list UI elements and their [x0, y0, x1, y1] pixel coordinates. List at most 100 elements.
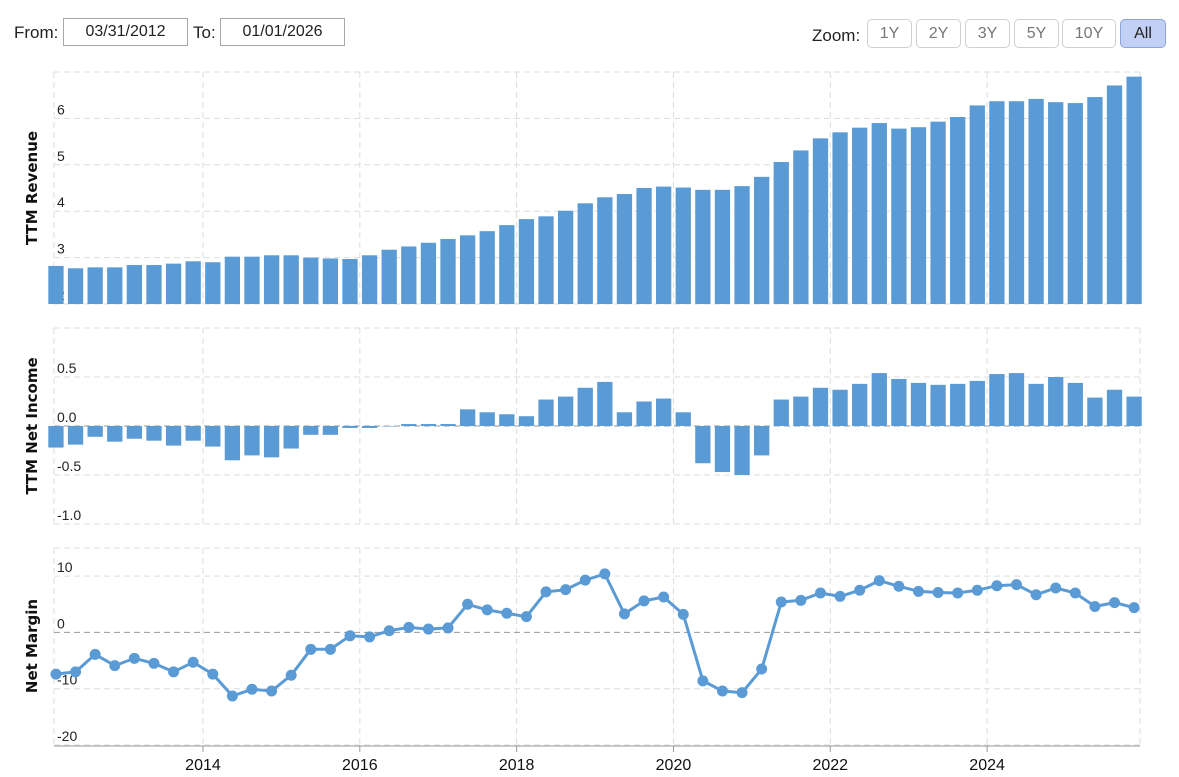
x-tick-label: 2022 — [812, 757, 848, 774]
data-point — [403, 621, 415, 633]
y-tick-label: 4 — [57, 194, 65, 210]
data-point — [383, 625, 395, 637]
from-label: From: — [14, 23, 59, 42]
bar — [165, 263, 182, 304]
zoom-all-button[interactable]: All — [1120, 19, 1166, 48]
bar — [950, 117, 966, 305]
bar — [636, 401, 652, 426]
bar — [597, 197, 613, 304]
bar — [1028, 383, 1044, 426]
bar — [342, 258, 358, 304]
data-point — [873, 575, 885, 587]
net-income-panel: -1.0 -0.5 0.0 0.5 TTM Net Income — [23, 327, 1142, 525]
bar — [146, 426, 162, 441]
data-point — [422, 623, 434, 635]
y-tick-label: 10 — [57, 559, 73, 575]
bar — [440, 424, 456, 426]
bar — [871, 373, 887, 426]
bar — [910, 382, 927, 426]
data-point — [442, 622, 454, 634]
bar — [67, 268, 84, 304]
bar — [793, 150, 809, 304]
data-point — [893, 580, 905, 592]
data-point — [305, 643, 317, 655]
bar — [1028, 98, 1044, 304]
bar — [577, 203, 593, 304]
zoom-5y-button[interactable]: 5Y — [1014, 19, 1059, 48]
y-axis-label: TTM Revenue — [23, 131, 41, 245]
bar — [1106, 85, 1123, 305]
bar — [1008, 101, 1025, 305]
x-tick-label: 2020 — [656, 757, 692, 774]
data-point — [560, 584, 572, 596]
bar — [773, 162, 789, 304]
zoom-2y-button[interactable]: 2Y — [916, 19, 961, 48]
data-point — [756, 663, 768, 675]
bar — [910, 127, 927, 304]
from-date-input[interactable] — [63, 18, 188, 46]
zoom-1y-button[interactable]: 1Y — [867, 19, 912, 48]
bar — [930, 384, 946, 426]
bar — [969, 105, 985, 305]
bar — [656, 398, 672, 426]
zoom-3y-button[interactable]: 3Y — [965, 19, 1010, 48]
y-tick-label: -0.5 — [57, 458, 81, 474]
bar — [793, 396, 809, 426]
bar — [499, 225, 515, 304]
bar — [165, 426, 182, 446]
bar — [734, 186, 750, 304]
bar — [48, 265, 64, 304]
bar — [479, 231, 495, 304]
bar — [263, 426, 280, 458]
bar — [48, 426, 64, 448]
data-point — [462, 598, 474, 610]
data-point — [481, 604, 493, 616]
bar — [675, 187, 691, 304]
data-point — [50, 668, 62, 680]
data-point — [618, 608, 630, 620]
data-point — [364, 631, 376, 643]
bar — [1106, 389, 1123, 426]
y-tick-label: -1.0 — [57, 507, 81, 523]
bar — [518, 416, 535, 426]
bar — [852, 127, 868, 305]
bar — [185, 261, 201, 304]
data-point — [148, 657, 160, 669]
data-point — [697, 675, 709, 687]
data-point — [285, 669, 297, 681]
bar — [1067, 382, 1083, 426]
bar — [401, 424, 417, 426]
bar — [126, 265, 143, 304]
zoom-10y-button[interactable]: 10Y — [1062, 19, 1116, 48]
y-tick-label: 5 — [57, 148, 65, 164]
to-date-input[interactable] — [220, 18, 345, 46]
data-point — [814, 587, 826, 599]
bar — [381, 426, 397, 427]
bar — [989, 374, 1005, 426]
bar — [656, 186, 672, 304]
data-point — [266, 685, 278, 697]
data-point — [716, 685, 728, 697]
bar — [283, 255, 299, 304]
data-point — [1109, 597, 1121, 609]
data-point — [579, 574, 591, 586]
bar — [891, 378, 907, 426]
bar — [557, 396, 574, 426]
bar — [636, 188, 652, 304]
bar — [126, 426, 143, 439]
x-axis: 2014 2016 2018 2020 2022 2024 — [54, 745, 1140, 774]
revenue-panel: 23456TTM Revenue — [23, 71, 1142, 305]
bar — [87, 426, 103, 437]
bar — [538, 399, 554, 426]
bar — [381, 249, 397, 304]
bar — [107, 426, 123, 442]
bar — [361, 255, 378, 304]
bar — [754, 426, 770, 456]
bar — [1048, 377, 1064, 426]
bar — [67, 426, 84, 445]
bar — [499, 414, 515, 426]
x-tick-label: 2014 — [185, 757, 221, 774]
bar — [695, 189, 711, 304]
bar — [303, 257, 319, 304]
